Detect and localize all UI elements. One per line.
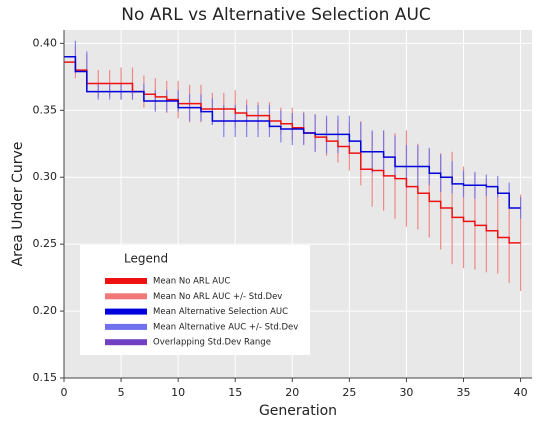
y-tick-label: 0.40: [33, 36, 58, 49]
legend-label: Mean No ARL AUC: [153, 277, 230, 287]
y-tick-label: 0.35: [33, 103, 58, 116]
x-tick-label: 15: [228, 386, 242, 399]
y-tick-label: 0.15: [33, 371, 58, 384]
legend-label: Mean No ARL AUC +/- Std.Dev: [153, 292, 282, 302]
x-tick-label: 25: [342, 386, 356, 399]
x-tick-label: 40: [514, 386, 528, 399]
legend-swatch: [105, 278, 147, 284]
y-tick-label: 0.30: [33, 170, 58, 183]
legend-title: Legend: [124, 252, 168, 266]
legend-swatch: [105, 293, 147, 300]
x-tick-label: 30: [399, 386, 413, 399]
legend-label: Mean Alternative Selection AUC: [153, 307, 288, 317]
x-tick-label: 10: [171, 386, 185, 399]
chart-title: No ARL vs Alternative Selection AUC: [121, 5, 431, 25]
x-axis-label: Generation: [259, 403, 337, 419]
legend-swatch: [105, 323, 147, 330]
x-tick-label: 35: [457, 386, 471, 399]
legend-label: Overlapping Std.Dev Range: [153, 338, 271, 348]
step-line: [64, 56, 521, 209]
y-axis-label: Area Under Curve: [10, 142, 26, 267]
x-tick-label: 5: [118, 386, 125, 399]
legend-label: Mean Alternative AUC +/- Std.Dev: [153, 322, 298, 332]
legend-swatch: [105, 308, 147, 315]
x-tick-label: 20: [285, 386, 299, 399]
y-tick-label: 0.25: [33, 237, 58, 250]
legend-swatch: [105, 339, 147, 346]
legend-box: [80, 245, 310, 355]
legend: Legend Mean No ARL AUC Mean No ARL AUC +/…: [80, 245, 310, 355]
x-tick-label: 0: [61, 386, 68, 399]
y-tick-label: 0.20: [33, 304, 58, 317]
